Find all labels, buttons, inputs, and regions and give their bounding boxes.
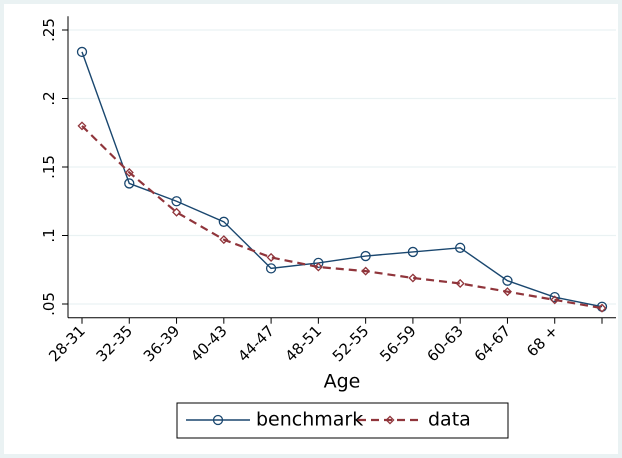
x-axis-title: Age (324, 371, 361, 393)
point-marker (455, 242, 466, 253)
point-marker (549, 291, 560, 303)
point-marker (265, 263, 277, 274)
point-marker (77, 121, 87, 131)
point-marker (313, 262, 323, 272)
point-marker (455, 278, 465, 288)
point-marker (219, 235, 229, 245)
point-marker (360, 250, 371, 262)
point-marker (171, 196, 182, 207)
series-line (81, 51, 603, 308)
point-marker (124, 167, 134, 177)
point-marker (550, 295, 560, 305)
point-marker (502, 287, 512, 297)
point-marker (218, 216, 229, 227)
legend-label: benchmark (256, 409, 363, 431)
legend-label: data (428, 409, 471, 431)
point-marker (597, 303, 607, 313)
point-marker (76, 46, 88, 58)
y-tick-label: .2 (40, 91, 58, 105)
y-tick-label: .15 (40, 155, 58, 179)
series-line (81, 125, 603, 310)
legend-marker (212, 414, 224, 426)
point-marker (266, 252, 276, 262)
y-tick-label: .25 (40, 18, 58, 42)
graph-region (4, 4, 618, 454)
point-marker (407, 246, 419, 258)
point-marker (361, 266, 371, 276)
y-tick-label: .05 (40, 292, 58, 316)
y-tick-label: .1 (40, 228, 58, 242)
legend-marker (385, 415, 395, 425)
point-marker (124, 178, 135, 189)
point-marker (313, 257, 324, 269)
point-marker (502, 275, 513, 286)
point-marker (408, 273, 418, 283)
point-marker (172, 207, 182, 217)
